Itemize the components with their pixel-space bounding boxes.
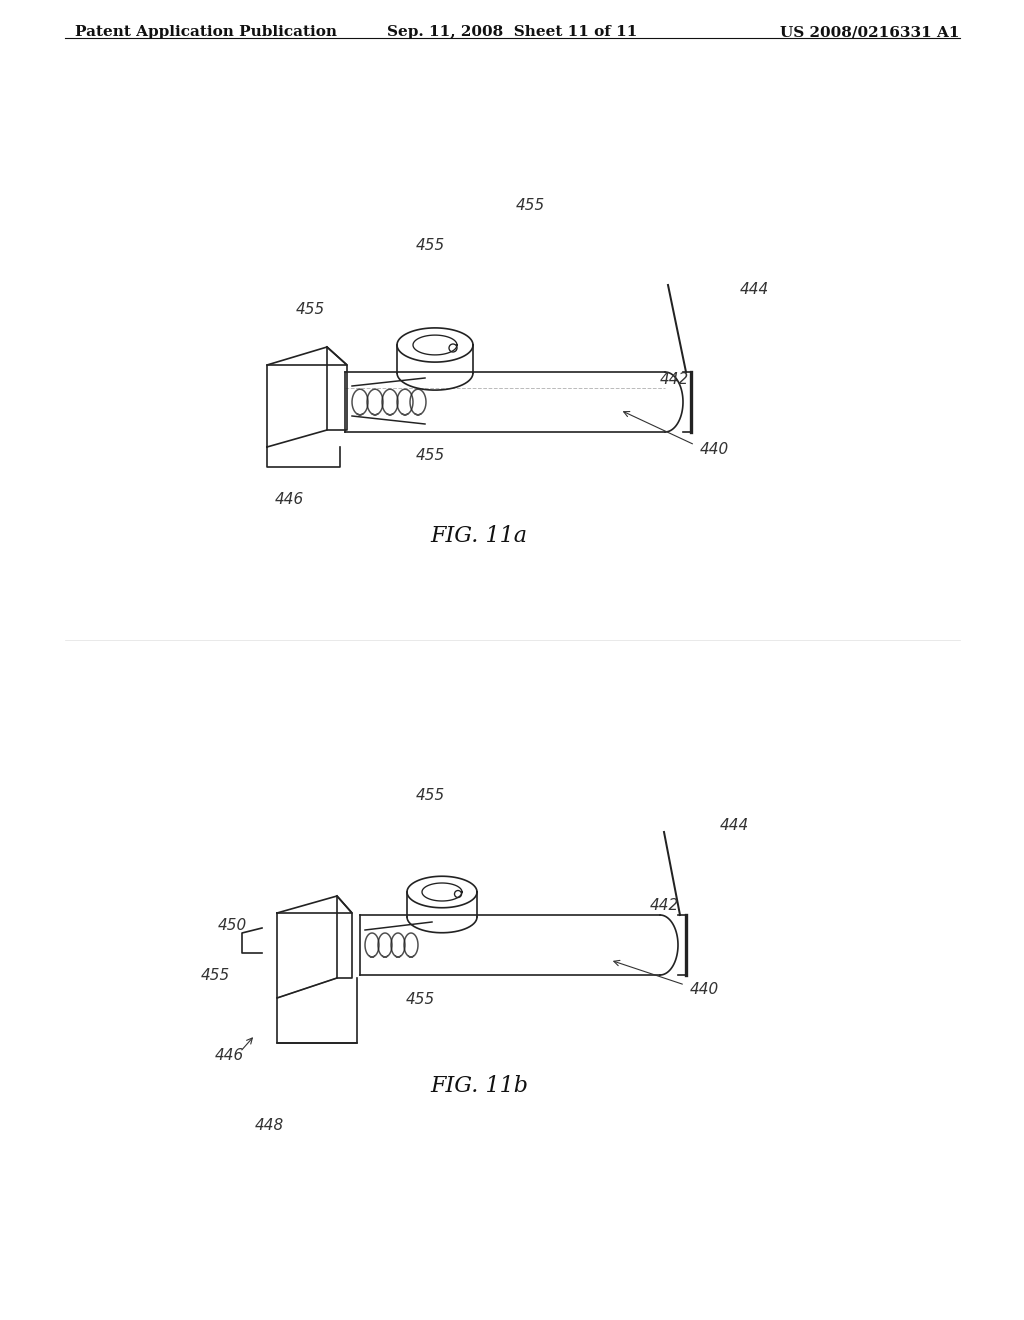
Text: 455: 455 [416, 238, 444, 252]
Text: Sep. 11, 2008  Sheet 11 of 11: Sep. 11, 2008 Sheet 11 of 11 [387, 25, 637, 40]
Text: 455: 455 [295, 302, 325, 318]
Text: 446: 446 [215, 1048, 245, 1063]
Text: 446: 446 [275, 492, 304, 507]
Text: 444: 444 [740, 282, 769, 297]
Text: 444: 444 [720, 817, 750, 833]
Text: 455: 455 [406, 993, 434, 1007]
Text: FIG. 11a: FIG. 11a [430, 525, 527, 546]
Text: 440: 440 [690, 982, 719, 998]
Text: 450: 450 [218, 917, 247, 932]
Text: FIG. 11b: FIG. 11b [430, 1074, 528, 1097]
Text: US 2008/0216331 A1: US 2008/0216331 A1 [780, 25, 961, 40]
Text: Patent Application Publication: Patent Application Publication [75, 25, 337, 40]
Text: 455: 455 [416, 788, 444, 803]
Text: 442: 442 [660, 372, 689, 388]
Text: 442: 442 [650, 898, 679, 912]
Text: 455: 455 [201, 968, 229, 982]
Text: 440: 440 [700, 442, 729, 458]
Text: 455: 455 [416, 447, 444, 462]
Text: 448: 448 [255, 1118, 285, 1133]
Text: 455: 455 [515, 198, 545, 213]
